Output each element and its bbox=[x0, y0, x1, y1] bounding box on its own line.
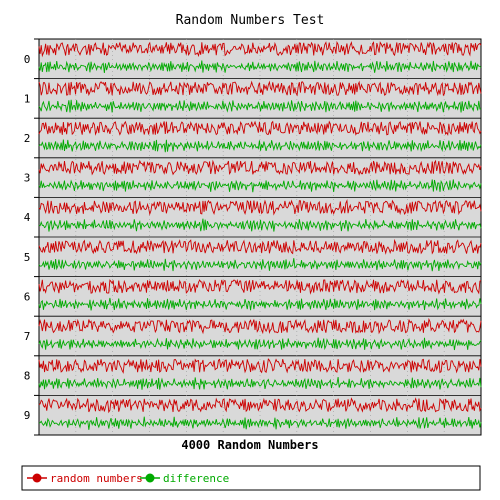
x-axis-label: 4000 Random Numbers bbox=[181, 438, 318, 452]
y-tick-label-5: 5 bbox=[24, 251, 31, 264]
difference-line-row-0 bbox=[38, 60, 482, 73]
random-numbers-line-row-2 bbox=[38, 120, 482, 137]
y-tick-label-1: 1 bbox=[24, 92, 31, 105]
legend-label-difference: difference bbox=[163, 472, 229, 485]
difference-line-row-7 bbox=[38, 337, 482, 351]
difference-line-row-8 bbox=[38, 377, 482, 390]
random-numbers-line-row-0 bbox=[38, 40, 482, 58]
y-tick-label-3: 3 bbox=[24, 172, 31, 185]
difference-line-row-4 bbox=[38, 218, 482, 232]
y-tick-label-9: 9 bbox=[24, 409, 31, 422]
difference-line-row-3 bbox=[38, 179, 482, 193]
difference-line-row-6 bbox=[38, 297, 482, 311]
y-tick-label-7: 7 bbox=[24, 330, 31, 343]
y-tick-label-0: 0 bbox=[24, 53, 31, 66]
y-tick-label-4: 4 bbox=[24, 211, 31, 224]
random-numbers-line-row-1 bbox=[38, 80, 482, 97]
difference-line-row-1 bbox=[38, 99, 482, 113]
legend-marker-random-numbers bbox=[32, 473, 42, 483]
grid bbox=[39, 39, 481, 435]
legend-box bbox=[21, 465, 481, 491]
random-numbers-line-row-4 bbox=[38, 199, 482, 216]
random-numbers-line-row-7 bbox=[38, 317, 482, 335]
y-tick-label-8: 8 bbox=[24, 370, 31, 383]
difference-line-row-2 bbox=[38, 139, 482, 153]
series-layer bbox=[38, 40, 482, 430]
y-tick-label-2: 2 bbox=[24, 132, 31, 145]
y-axis-ticks: 0 1 2 3 4 5 6 7 8 9 bbox=[24, 38, 39, 436]
random-numbers-line-row-5 bbox=[38, 238, 482, 255]
random-numbers-line-row-6 bbox=[38, 278, 482, 295]
legend: random numbers difference bbox=[21, 465, 481, 491]
chart-title: Random Numbers Test bbox=[176, 13, 325, 28]
random-numbers-line-row-8 bbox=[38, 358, 482, 374]
difference-line-row-9 bbox=[38, 416, 482, 430]
random-numbers-line-row-3 bbox=[38, 159, 482, 176]
legend-label-random-numbers: random numbers bbox=[50, 472, 143, 485]
legend-marker-difference bbox=[145, 473, 155, 483]
random-numbers-line-row-9 bbox=[38, 397, 482, 414]
difference-line-row-5 bbox=[38, 258, 482, 272]
y-tick-label-6: 6 bbox=[24, 290, 31, 303]
